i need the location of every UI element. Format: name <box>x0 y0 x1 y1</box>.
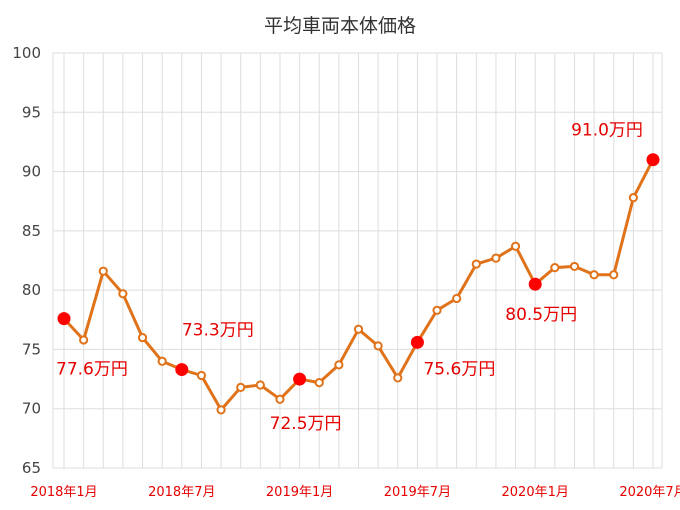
data-point <box>393 373 403 383</box>
data-label: 72.5万円 <box>270 414 342 434</box>
data-point <box>569 261 580 272</box>
y-tick-label: 80 <box>22 281 41 299</box>
data-label: 77.6万円 <box>56 360 128 380</box>
data-label: 73.3万円 <box>182 321 254 341</box>
data-point <box>118 289 128 299</box>
y-tick-label: 100 <box>12 44 41 62</box>
data-point <box>314 378 324 388</box>
data-point <box>236 382 246 392</box>
data-label: 75.6万円 <box>423 359 495 379</box>
data-point <box>452 293 462 304</box>
data-points <box>57 153 660 415</box>
x-tick-label: 2020年7月 <box>619 485 680 500</box>
data-point <box>255 380 265 390</box>
x-tick-label: 2019年7月 <box>384 485 451 500</box>
data-point <box>275 394 285 404</box>
highlight-point <box>410 335 424 349</box>
x-tick-label: 2018年7月 <box>148 485 215 500</box>
chart-title: 平均車両本体価格 <box>264 15 416 37</box>
highlight-point <box>57 312 71 326</box>
y-tick-label: 70 <box>22 400 41 418</box>
highlight-point <box>293 372 307 386</box>
data-point <box>609 270 619 280</box>
data-point <box>550 263 560 273</box>
data-point <box>98 266 108 276</box>
data-point <box>589 270 599 280</box>
data-point <box>157 356 167 366</box>
data-point <box>79 335 89 345</box>
data-point <box>471 259 481 269</box>
data-point <box>628 193 638 203</box>
highlight-point <box>528 277 542 291</box>
data-point <box>491 253 501 263</box>
x-tick-label: 2019年1月 <box>266 485 333 500</box>
y-tick-label: 85 <box>22 222 41 240</box>
data-point <box>373 341 383 351</box>
y-tick-label: 90 <box>22 163 41 181</box>
data-point <box>432 305 442 315</box>
data-point <box>137 332 148 343</box>
y-tick-label: 75 <box>22 340 41 358</box>
y-tick-label: 65 <box>22 459 41 477</box>
x-axis-ticks: 2018年1月 2018年7月 2019年1月 2019年7月 2020年1月 2020年… <box>30 485 680 500</box>
data-label: 91.0万円 <box>571 121 643 141</box>
grid <box>52 52 663 469</box>
y-axis-ticks: 65 70 75 80 85 90 95 100 <box>12 44 41 477</box>
data-point <box>216 405 226 415</box>
x-tick-label: 2018年1月 <box>30 485 97 500</box>
highlight-point <box>175 363 189 377</box>
data-point <box>196 370 207 381</box>
data-label: 80.5万円 <box>505 305 577 325</box>
x-tick-label: 2020年1月 <box>502 485 569 500</box>
highlight-point <box>646 153 660 167</box>
data-point <box>510 241 521 251</box>
data-point <box>334 360 344 370</box>
data-point <box>353 324 364 334</box>
y-tick-label: 95 <box>22 103 41 121</box>
data-labels: 77.6万円 73.3万円 72.5万円 75.6万円 80.5万円 91.0万円 <box>56 121 643 434</box>
